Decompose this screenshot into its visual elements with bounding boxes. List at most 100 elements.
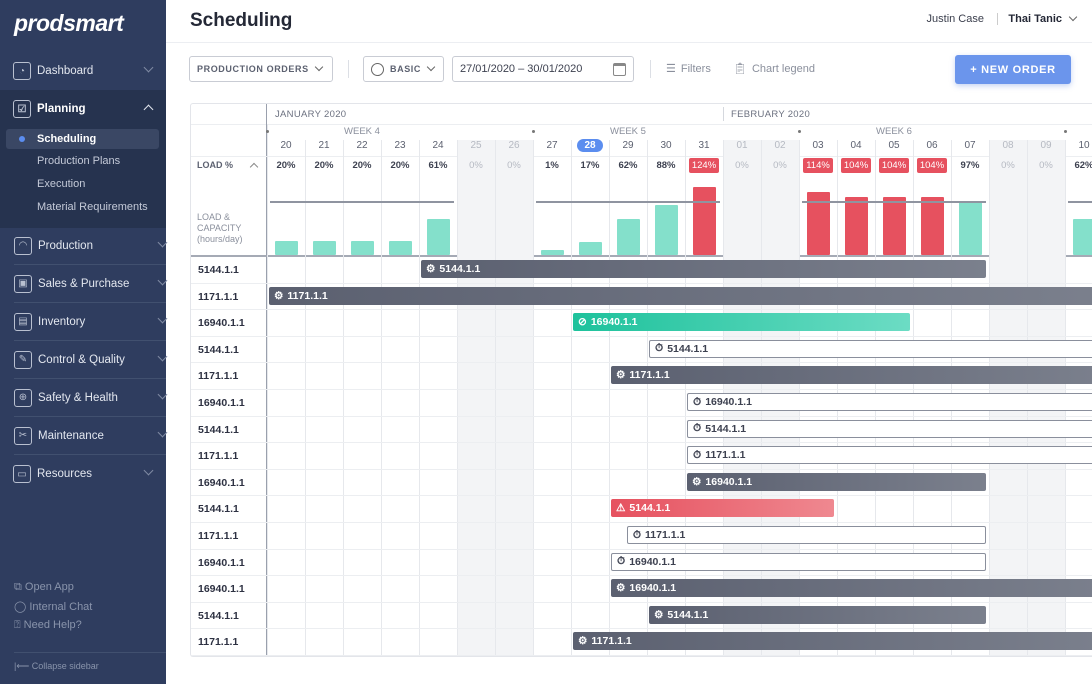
row-label[interactable]: 1171.1.1 — [198, 370, 239, 383]
timer-icon: ⏱ — [693, 422, 702, 435]
date-range-input[interactable]: 27/01/2020 – 30/01/2020 — [452, 56, 634, 82]
day-label[interactable]: 21 — [305, 140, 343, 151]
order-bar[interactable]: ⊘ 16940.1.1 — [573, 313, 910, 332]
day-label[interactable]: 20 — [267, 140, 305, 151]
day-label[interactable]: 29 — [609, 140, 647, 151]
order-bar[interactable]: ⚙ 1171.1.1 — [573, 632, 1092, 651]
sidebar-link-need-help-[interactable]: ⍰ Need Help? — [14, 619, 82, 632]
day-label[interactable]: 25 — [457, 140, 495, 151]
sidebar-subitem-scheduling[interactable]: Scheduling — [6, 129, 159, 149]
sidebar-subitem-production-plans[interactable]: Production Plans — [37, 155, 121, 167]
order-bar[interactable]: ⚙ 5144.1.1 — [421, 260, 986, 278]
day-number: 23 — [394, 140, 406, 151]
sidebar-item-dashboard[interactable]: ◔ Dashboard — [0, 52, 166, 90]
sidebar-item-control-quality[interactable]: ✎ Control & Quality — [14, 341, 168, 379]
sidebar-item-production[interactable]: ◠ Production — [14, 227, 168, 265]
order-bar[interactable]: ⏱ 5144.1.1 — [687, 419, 1092, 438]
org-switcher[interactable]: Thai Tanic — [997, 13, 1062, 25]
row-label[interactable]: 1171.1.1 — [198, 450, 239, 463]
day-label[interactable]: 24 — [419, 140, 457, 151]
chevron-down-icon[interactable] — [157, 351, 168, 362]
day-label[interactable]: 22 — [343, 140, 381, 151]
sidebar-link-open-app[interactable]: ⧉ Open App — [14, 581, 74, 594]
chevron-down-icon[interactable] — [143, 62, 154, 73]
day-label[interactable]: 23 — [381, 140, 419, 151]
row-label[interactable]: 5144.1.1 — [198, 609, 239, 622]
filters-button[interactable]: ☰ Filters — [666, 62, 711, 76]
sidebar-item-planning[interactable]: ☑ Planning — [0, 90, 166, 128]
day-label[interactable]: 27 — [533, 140, 571, 151]
chevron-down-icon[interactable] — [157, 313, 168, 324]
clipboard-icon: 📋︎ — [733, 63, 747, 75]
sidebar-subitem-execution[interactable]: Execution — [37, 178, 86, 190]
order-bar[interactable]: ⏱ 5144.1.1 — [649, 339, 1092, 358]
week-separator-dot — [265, 130, 269, 133]
order-bar[interactable]: ⏱ 16940.1.1 — [687, 393, 1092, 411]
day-label[interactable]: 07 — [951, 140, 989, 151]
day-label[interactable]: 02 — [761, 140, 799, 151]
order-bar[interactable]: ⏱ 1171.1.1 — [626, 526, 986, 544]
day-label[interactable]: 26 — [495, 140, 533, 151]
sidebar-link-internal-chat[interactable]: ◯ Internal Chat — [14, 600, 92, 613]
sidebar-item-safety-health[interactable]: ⊕ Safety & Health — [14, 379, 168, 417]
user-name[interactable]: Justin Case — [926, 13, 984, 25]
chevron-down-icon[interactable] — [1068, 12, 1078, 22]
chevron-up-icon[interactable] — [143, 104, 154, 115]
sidebar-subitem-material-requirements[interactable]: Material Requirements — [37, 201, 148, 213]
chevron-down-icon[interactable] — [157, 275, 168, 286]
row-label[interactable]: 1171.1.1 — [198, 636, 239, 649]
order-bar[interactable]: ⚙ 16940.1.1 — [687, 472, 986, 491]
divider — [348, 60, 349, 78]
day-label[interactable]: 03 — [799, 140, 837, 151]
day-label[interactable]: 01 — [723, 140, 761, 151]
load-percent: 88% — [647, 160, 685, 171]
day-label[interactable]: 05 — [875, 140, 913, 151]
order-bar[interactable]: ⚙ 1171.1.1 — [611, 366, 1092, 385]
day-label[interactable]: 28 — [571, 139, 609, 152]
row-label[interactable]: 16940.1.1 — [198, 556, 245, 569]
day-label[interactable]: 04 — [837, 140, 875, 151]
row-label[interactable]: 5144.1.1 — [198, 264, 239, 276]
order-bar[interactable]: ⚠ 5144.1.1 — [611, 499, 834, 518]
chevron-down-icon[interactable] — [143, 465, 154, 476]
sidebar-item-resources[interactable]: ▭ Resources — [0, 455, 166, 493]
load-percent: 97% — [951, 160, 989, 171]
order-bar[interactable]: ⚙ 5144.1.1 — [649, 605, 986, 624]
order-bar[interactable]: ⚙ 16940.1.1 — [611, 579, 1092, 598]
sidebar-item-sales-purchase[interactable]: ▣ Sales & Purchase — [14, 265, 168, 303]
row-label[interactable]: 16940.1.1 — [198, 476, 245, 489]
view-select[interactable]: PRODUCTION ORDERS — [189, 56, 333, 82]
chart-legend-button[interactable]: 📋︎ Chart legend — [733, 62, 815, 76]
order-bar[interactable]: ⏱ 16940.1.1 — [611, 552, 986, 571]
sidebar-item-maintenance[interactable]: ✂ Maintenance — [14, 417, 168, 455]
page-title: Scheduling — [190, 10, 293, 31]
day-label[interactable]: 10 — [1065, 140, 1092, 151]
day-label[interactable]: 09 — [1027, 140, 1065, 151]
mode-select[interactable]: BASIC — [363, 56, 444, 82]
row-label[interactable]: 16940.1.1 — [198, 397, 245, 409]
day-label[interactable]: 31 — [685, 140, 723, 151]
day-label[interactable]: 06 — [913, 140, 951, 151]
chevron-down-icon[interactable] — [157, 427, 168, 438]
new-order-button[interactable]: + NEW ORDER — [955, 55, 1071, 84]
chevron-up-icon[interactable] — [249, 162, 259, 172]
chevron-down-icon[interactable] — [157, 389, 168, 400]
row-label[interactable]: 1171.1.1 — [198, 290, 239, 303]
row-label[interactable]: 16940.1.1 — [198, 317, 245, 330]
order-bar[interactable]: ⏱ 1171.1.1 — [687, 446, 1092, 465]
month-label: FEBRUARY 2020 — [731, 109, 811, 120]
row-label[interactable]: 5144.1.1 — [198, 503, 239, 516]
row-label[interactable]: 5144.1.1 — [198, 423, 239, 436]
row-label[interactable]: 16940.1.1 — [198, 583, 245, 596]
sidebar-item-inventory[interactable]: ▤ Inventory — [14, 303, 168, 341]
row-label[interactable]: 5144.1.1 — [198, 343, 239, 356]
day-label[interactable]: 30 — [647, 140, 685, 151]
order-bar[interactable]: ⚙ 1171.1.1 — [269, 286, 1092, 305]
load-percent: 0% — [495, 160, 533, 171]
row-divider — [191, 628, 1092, 630]
day-number: 20 — [280, 140, 292, 151]
day-label[interactable]: 08 — [989, 140, 1027, 151]
row-label[interactable]: 1171.1.1 — [198, 530, 239, 542]
collapse-sidebar-button[interactable]: |⟵ Collapse sidebar — [14, 652, 166, 672]
chevron-down-icon[interactable] — [157, 237, 168, 248]
